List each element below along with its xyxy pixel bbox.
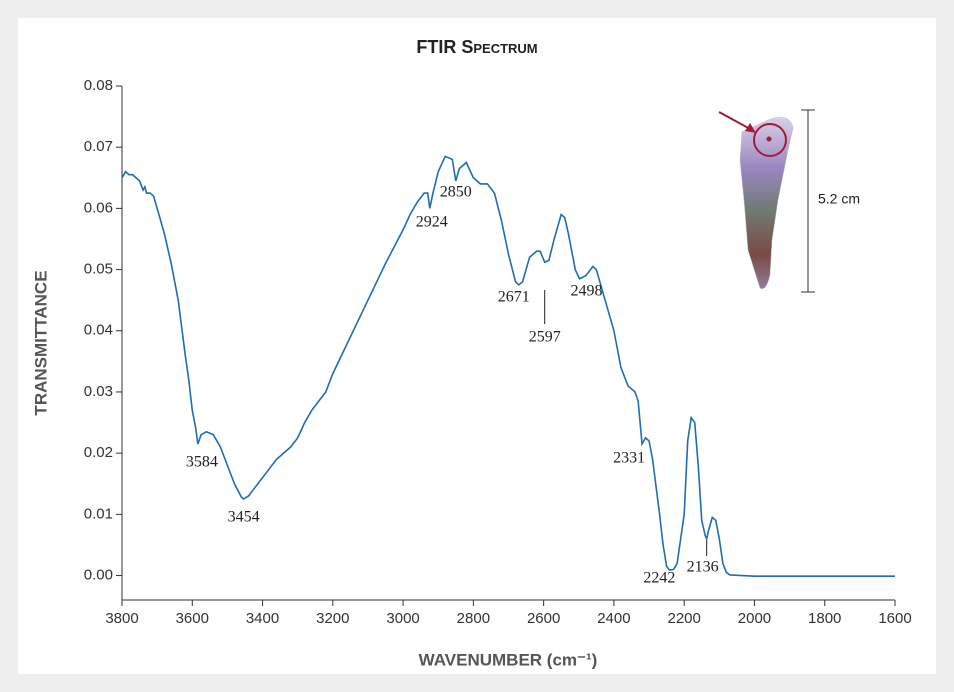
y-axis-title: TRANSMITTANCE bbox=[31, 270, 50, 415]
annotation: 2597 bbox=[529, 329, 561, 346]
annotation: 3454 bbox=[228, 509, 260, 526]
x-axis-title: WAVENUMBER (cm⁻¹) bbox=[419, 650, 598, 669]
x-tick-label: 2200 bbox=[667, 610, 700, 627]
chart-title: FTIR Spectrum bbox=[416, 37, 537, 57]
annotation: 2498 bbox=[570, 283, 602, 300]
annotation: 2136 bbox=[687, 559, 719, 576]
y-tick-label: 0.05 bbox=[84, 261, 113, 278]
annotation: 2924 bbox=[416, 214, 448, 231]
spot bbox=[767, 137, 772, 142]
chart: FTIR Spectrum WAVENUMBER (cm⁻¹) TRANSMIT… bbox=[0, 0, 954, 692]
scale-label: 5.2 cm bbox=[818, 191, 860, 207]
x-tick-label: 1600 bbox=[878, 610, 911, 627]
annotation: 2242 bbox=[643, 570, 675, 587]
y-tick-label: 0.08 bbox=[84, 77, 113, 94]
y-tick-label: 0.06 bbox=[84, 199, 113, 216]
x-tick-label: 2400 bbox=[597, 610, 630, 627]
annotation: 2850 bbox=[440, 184, 472, 201]
x-tick-label: 2800 bbox=[457, 610, 490, 627]
y-tick-label: 0.07 bbox=[84, 138, 113, 155]
annotation: 2331 bbox=[613, 450, 645, 467]
x-tick-label: 3200 bbox=[316, 610, 349, 627]
annotation: 3584 bbox=[186, 454, 218, 471]
y-tick-label: 0.01 bbox=[84, 505, 113, 522]
y-tick-label: 0.04 bbox=[84, 322, 113, 339]
x-tick-label: 1800 bbox=[808, 610, 841, 627]
y-tick-label: 0.03 bbox=[84, 383, 113, 400]
annotation: 2671 bbox=[498, 289, 530, 306]
x-tick-label: 3800 bbox=[105, 610, 138, 627]
x-tick-label: 3000 bbox=[386, 610, 419, 627]
x-tick-label: 2000 bbox=[738, 610, 771, 627]
y-tick-label: 0.00 bbox=[84, 566, 113, 583]
x-tick-label: 3400 bbox=[246, 610, 279, 627]
x-tick-label: 2600 bbox=[527, 610, 560, 627]
x-tick-label: 3600 bbox=[176, 610, 209, 627]
y-tick-label: 0.02 bbox=[84, 444, 113, 461]
